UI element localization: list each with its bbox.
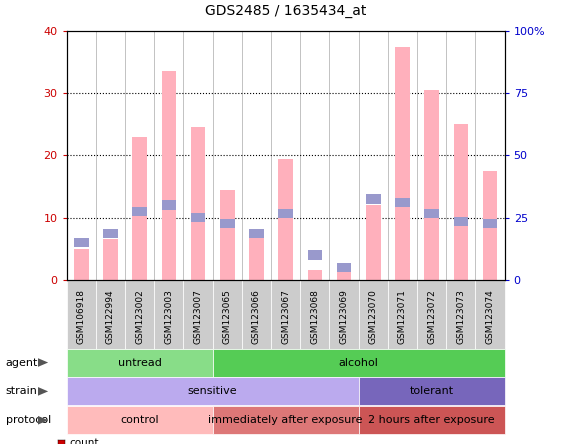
Bar [483, 219, 497, 228]
Polygon shape [38, 387, 48, 396]
Bar [74, 238, 89, 247]
Bar [337, 269, 351, 280]
Bar [483, 171, 497, 280]
Bar [366, 194, 380, 203]
Text: GDS2485 / 1635434_at: GDS2485 / 1635434_at [205, 4, 367, 18]
Bar [191, 127, 205, 280]
Bar [103, 239, 118, 280]
Bar [220, 190, 234, 280]
Bar [425, 90, 439, 280]
Bar [337, 262, 351, 272]
Bar [132, 207, 147, 216]
Bar [395, 198, 409, 207]
Bar [278, 209, 293, 218]
Text: 2 hours after exposure: 2 hours after exposure [368, 415, 495, 425]
Bar [307, 270, 322, 280]
Bar [220, 219, 234, 228]
Text: agent: agent [6, 357, 38, 368]
Bar [366, 205, 380, 280]
Bar [454, 124, 468, 280]
Bar [425, 209, 439, 218]
Polygon shape [38, 358, 48, 367]
Bar [278, 159, 293, 280]
Bar [249, 230, 264, 280]
Bar [395, 47, 409, 280]
Text: control: control [121, 415, 159, 425]
Bar [162, 71, 176, 280]
Text: alcohol: alcohol [339, 357, 379, 368]
Polygon shape [38, 416, 48, 424]
Text: count: count [70, 438, 99, 444]
Bar [74, 249, 89, 280]
Text: sensitive: sensitive [188, 386, 237, 396]
Text: tolerant: tolerant [409, 386, 454, 396]
Bar [249, 229, 264, 238]
Text: protocol: protocol [6, 415, 51, 425]
Text: immediately after exposure: immediately after exposure [208, 415, 363, 425]
Bar [307, 250, 322, 259]
Bar [454, 217, 468, 226]
Bar [191, 213, 205, 222]
Text: untread: untread [118, 357, 162, 368]
Bar [103, 229, 118, 238]
Bar [132, 137, 147, 280]
Bar [162, 201, 176, 210]
Text: strain: strain [6, 386, 38, 396]
